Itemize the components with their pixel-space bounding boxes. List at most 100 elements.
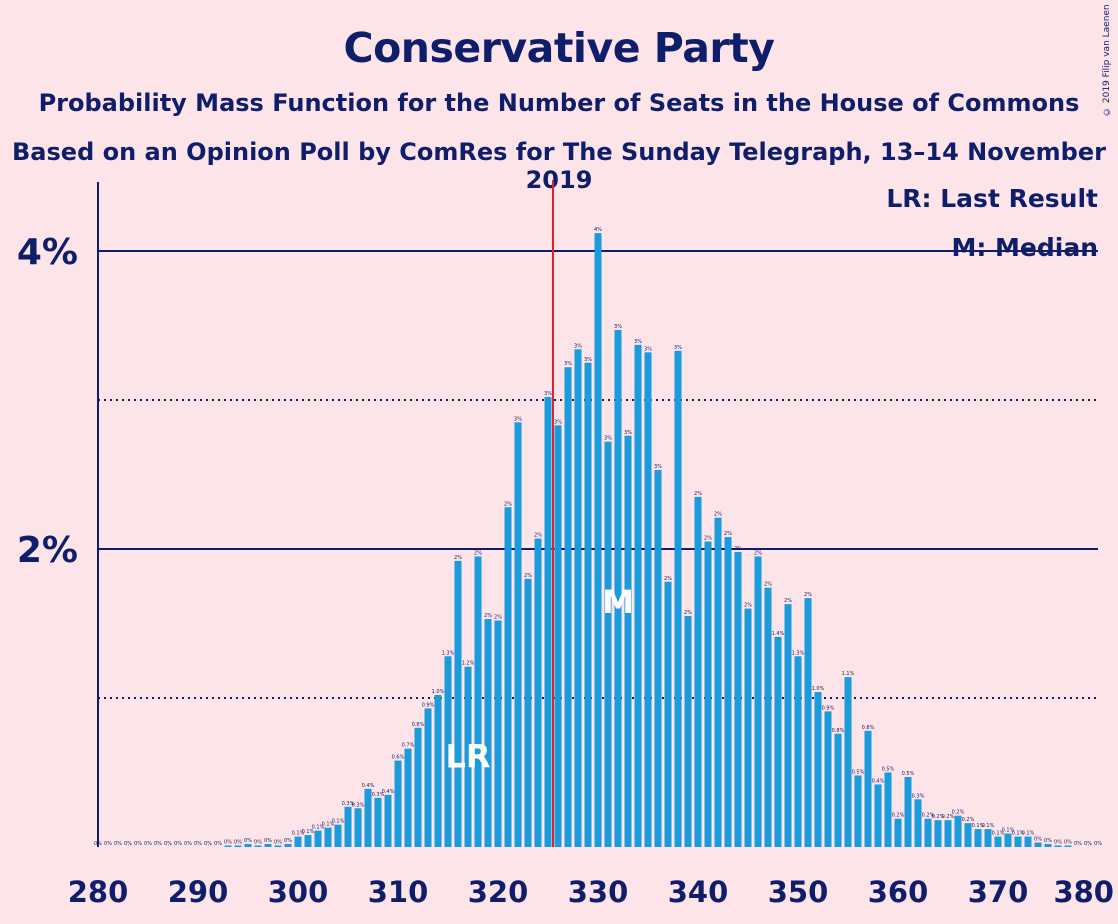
bar-value-label: 0.1% — [992, 831, 1005, 837]
bar — [744, 608, 752, 847]
last-result-marker: LR — [445, 738, 490, 776]
bar — [934, 820, 942, 847]
bar-value-label: 0% — [1054, 840, 1062, 846]
x-tick-label: 360 — [868, 875, 929, 909]
bar — [274, 845, 282, 847]
bar — [984, 829, 992, 847]
bar-value-label: 3% — [614, 324, 622, 330]
bar — [964, 823, 972, 847]
bar — [824, 711, 832, 847]
bar — [334, 824, 342, 847]
bar-value-label: 0.7% — [402, 743, 415, 749]
bar-value-label: 2% — [784, 598, 792, 604]
bar — [1064, 845, 1072, 847]
bar-value-label: 2% — [764, 582, 772, 588]
bar-value-label: 0.2% — [892, 813, 905, 819]
bar — [304, 835, 312, 847]
bar-value-label: 3% — [674, 345, 682, 351]
bar-value-label: 0.1% — [1022, 831, 1035, 837]
x-tick-label: 310 — [368, 875, 429, 909]
bar-value-label: 1.3% — [442, 650, 455, 656]
x-tick-label: 340 — [668, 875, 729, 909]
bar — [664, 581, 672, 847]
x-tick-label: 380 — [1053, 875, 1114, 909]
bar-value-label: 3% — [514, 416, 522, 422]
x-tick-labels: 280 290 300 310 320 330 340 350 360 370 380 — [68, 875, 1114, 909]
bar-value-label: 0.3% — [352, 802, 365, 808]
median-marker: M — [602, 583, 634, 621]
bar-value-label: 2% — [754, 550, 762, 556]
bar — [884, 772, 892, 847]
y-tick-label: 4% — [17, 232, 78, 273]
bar-value-label: 0% — [174, 841, 182, 847]
bar-value-label: 0% — [124, 841, 132, 847]
bar-value-label: 0% — [1034, 837, 1042, 843]
bar-value-label: 2% — [714, 512, 722, 518]
bar-value-label: 0.2% — [962, 817, 975, 823]
bar — [804, 598, 812, 847]
bar-value-label: 0.8% — [862, 725, 875, 731]
bar — [434, 695, 442, 847]
bar-value-label: 0% — [1084, 841, 1092, 847]
bar — [944, 820, 952, 847]
bar-value-label: 2% — [694, 491, 702, 497]
bar-value-label: 0.6% — [392, 755, 405, 761]
bar-value-label: 2% — [664, 576, 672, 582]
bar — [224, 845, 232, 847]
bar-value-label: 0% — [264, 838, 272, 844]
bar-value-label: 0% — [184, 841, 192, 847]
result-markers: LR M — [445, 583, 633, 776]
bar-value-label: 0% — [234, 840, 242, 846]
bar — [1034, 842, 1042, 847]
bar — [464, 666, 472, 847]
bar-value-label: 0% — [144, 841, 152, 847]
bar — [1024, 836, 1032, 847]
bar — [994, 836, 1002, 847]
bar — [384, 794, 392, 847]
bar-value-label: 0.1% — [332, 819, 345, 825]
bar — [504, 507, 512, 847]
bar — [574, 349, 582, 847]
bar-value-label: 0.5% — [852, 769, 865, 775]
bar — [424, 708, 432, 847]
bar-value-label: 0% — [274, 840, 282, 846]
bar-value-label: 4% — [594, 227, 602, 233]
bar-value-label: 0% — [1094, 841, 1102, 847]
bar — [254, 845, 262, 847]
bar — [264, 844, 272, 847]
bar-value-label: 0.4% — [872, 778, 885, 784]
bar-labels: 0%0%0%0%0%0%0%0%0%0%0%0%0%0%0%0%0%0%0%0%… — [94, 227, 1102, 847]
bar — [834, 733, 842, 847]
bar-value-label: 2% — [534, 533, 542, 539]
bar — [484, 619, 492, 847]
bar — [524, 578, 532, 847]
bar-value-label: 2% — [504, 501, 512, 507]
x-tick-label: 280 — [68, 875, 129, 909]
bar-value-label: 0.1% — [322, 822, 335, 828]
bar — [724, 537, 732, 847]
bar — [534, 538, 542, 847]
y-tick-label: 2% — [17, 530, 78, 571]
bar — [324, 827, 332, 847]
bar — [954, 815, 962, 847]
bar-value-label: 3% — [544, 391, 552, 397]
bar-value-label: 0% — [204, 841, 212, 847]
x-tick-label: 350 — [768, 875, 829, 909]
bar — [924, 818, 932, 847]
bar — [774, 636, 782, 847]
bar-value-label: 1.4% — [772, 631, 785, 637]
bar — [874, 784, 882, 847]
bar-value-label: 2% — [474, 550, 482, 556]
x-tick-label: 300 — [268, 875, 329, 909]
chart-source: Based on an Opinion Poll by ComRes for T… — [12, 138, 1106, 194]
bar-value-label: 0.1% — [1012, 831, 1025, 837]
bar-value-label: 2% — [804, 592, 812, 598]
bar-value-label: 3% — [634, 339, 642, 345]
bar — [314, 830, 322, 847]
bar — [294, 836, 302, 847]
bar — [564, 367, 572, 847]
legend-median: M: Median — [951, 233, 1098, 262]
bar — [644, 352, 652, 847]
bar-value-label: 1.0% — [432, 689, 445, 695]
bar-value-label: 0% — [214, 841, 222, 847]
